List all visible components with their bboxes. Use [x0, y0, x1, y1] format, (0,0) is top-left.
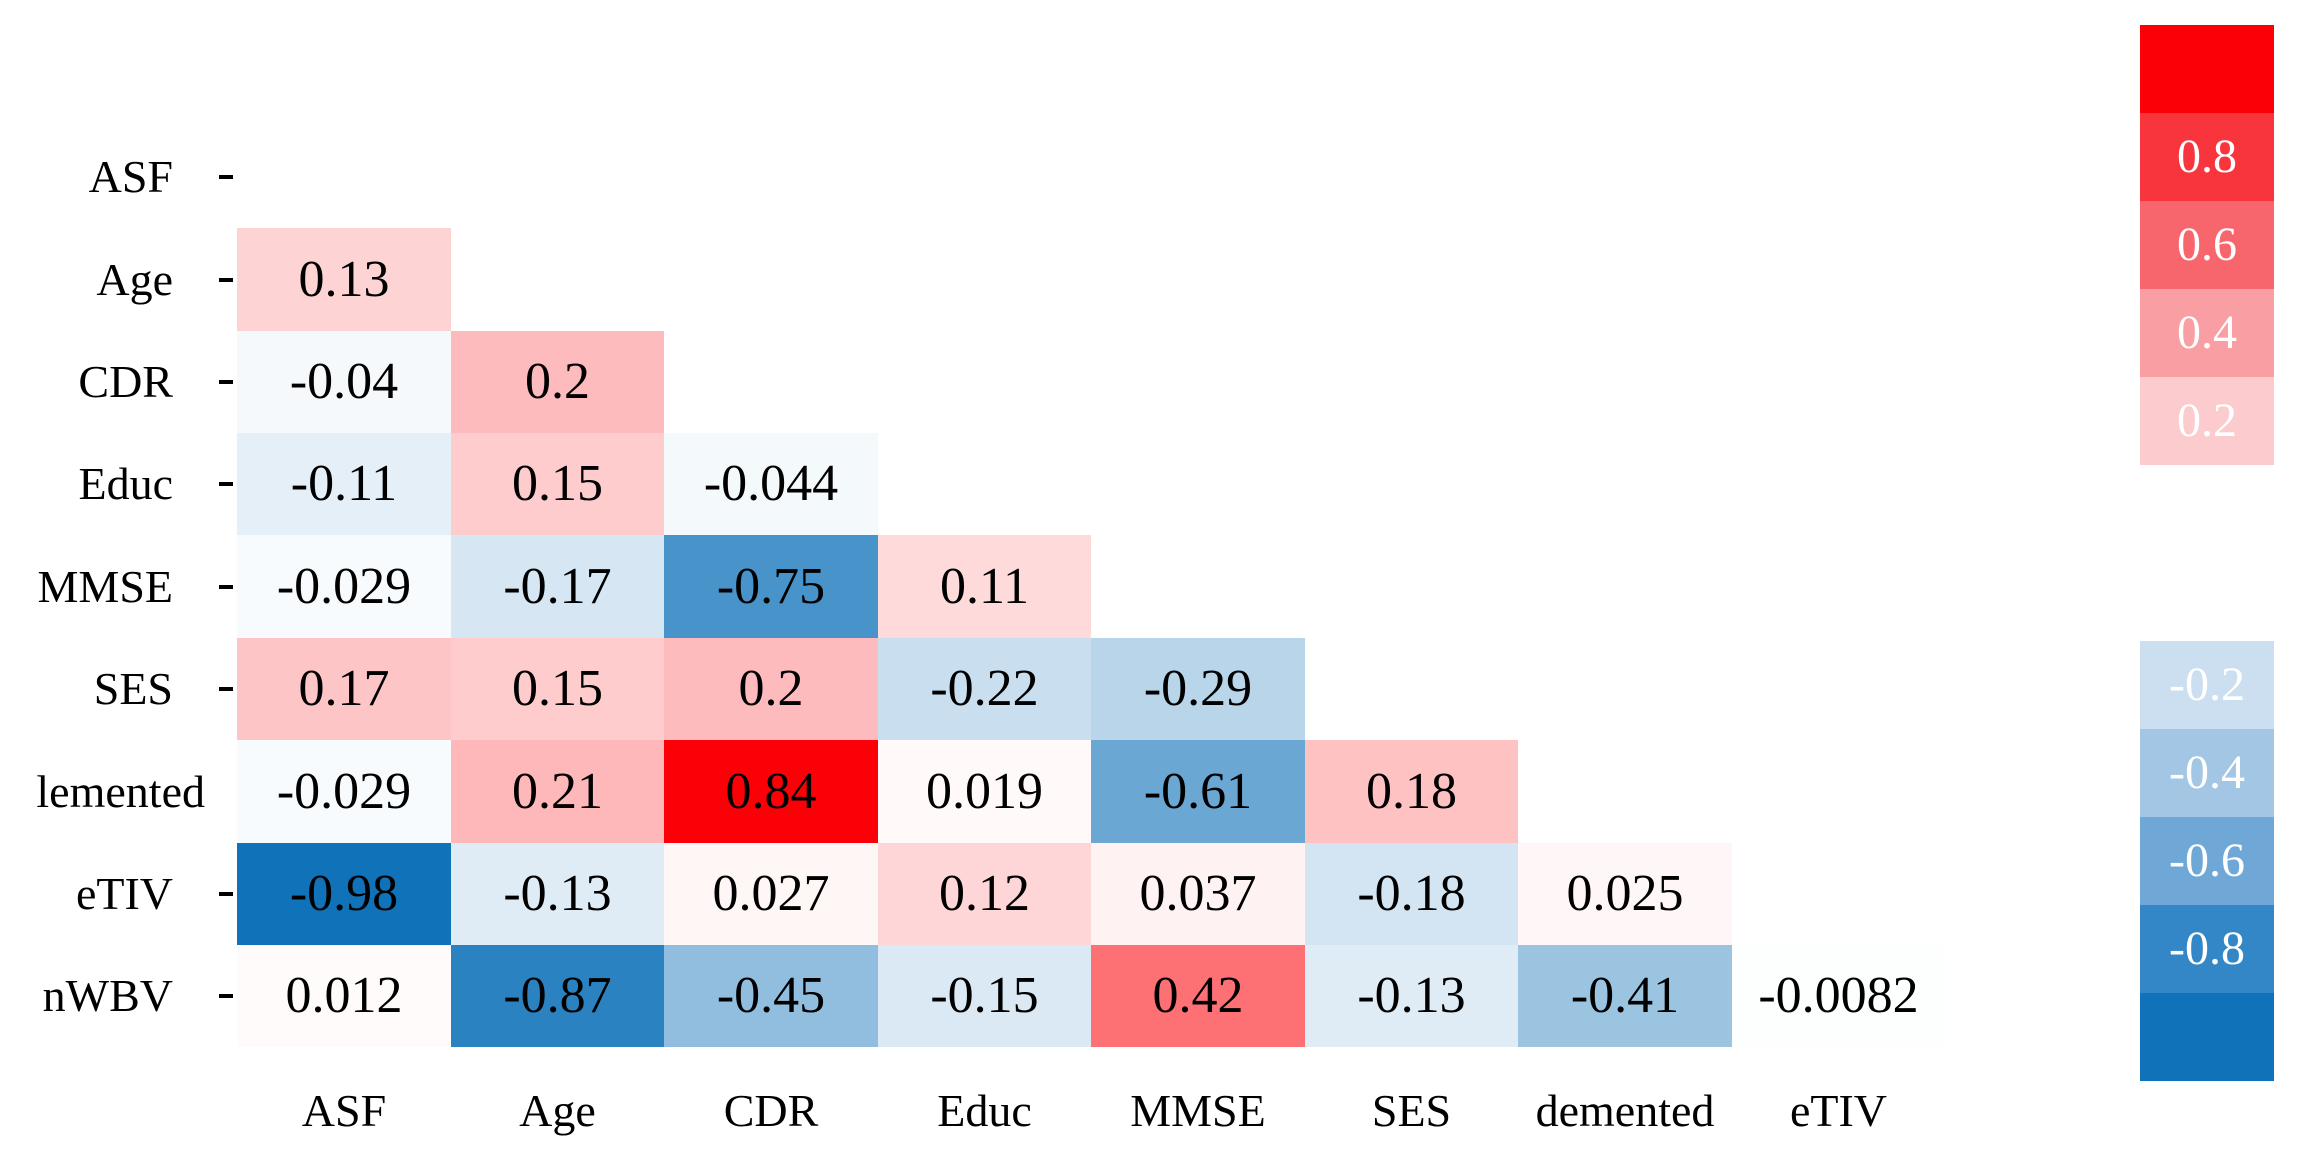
y-tick-nwbv [219, 994, 233, 998]
col-label-etiv: eTIV [1789, 1085, 1888, 1136]
legend-block--0-8: -0.8 [2140, 905, 2274, 993]
cell-educ-age: 0.15 [451, 433, 664, 535]
cell-nwbv-cdr: -0.45 [664, 945, 878, 1047]
cell-lemented-educ: 0.019 [878, 740, 1091, 843]
y-tick-etiv [219, 892, 233, 896]
cell-etiv-educ: 0.12 [878, 843, 1091, 945]
col-label-ses: SES [1371, 1085, 1452, 1136]
y-tick-educ [219, 482, 233, 486]
row-label-mmse: MMSE [37, 560, 173, 612]
cell-etiv-cdr: 0.027 [664, 843, 878, 945]
cell-lemented-mmse: -0.61 [1091, 740, 1305, 843]
cell-educ-asf: -0.11 [237, 433, 451, 535]
col-label-asf: ASF [301, 1085, 387, 1136]
legend-block-0-8: 0.8 [2140, 113, 2274, 201]
cell-nwbv-etiv: -0.0082 [1732, 945, 1945, 1047]
y-tick-asf [219, 175, 233, 179]
cell-nwbv-educ: -0.15 [878, 945, 1091, 1047]
col-label-cdr: CDR [723, 1085, 819, 1136]
legend-block-0-2: 0.2 [2140, 377, 2274, 465]
cell-ses-age: 0.15 [451, 638, 664, 740]
cell-lemented-ses: 0.18 [1305, 740, 1518, 843]
cell-ses-cdr: 0.2 [664, 638, 878, 740]
legend-block--0-4: -0.4 [2140, 729, 2274, 817]
cell-mmse-asf: -0.029 [237, 535, 451, 638]
cell-lemented-asf: -0.029 [237, 740, 451, 843]
y-tick-cdr [219, 380, 233, 384]
cell-nwbv-age: -0.87 [451, 945, 664, 1047]
cell-mmse-age: -0.17 [451, 535, 664, 638]
row-label-etiv: eTIV [75, 868, 173, 919]
col-label-educ: Educ [937, 1085, 1032, 1136]
y-tick-mmse [219, 584, 233, 589]
col-label-age: Age [519, 1085, 596, 1136]
legend-block-0-4: 0.4 [2140, 289, 2274, 377]
cell-nwbv-ses: -0.13 [1305, 945, 1518, 1047]
cell-lemented-cdr: 0.84 [664, 740, 878, 843]
cell-mmse-educ: 0.11 [878, 535, 1091, 638]
cell-nwbv-asf: 0.012 [237, 945, 451, 1047]
cell-ses-mmse: -0.29 [1091, 638, 1305, 740]
row-label-nwbv: nWBV [42, 970, 173, 1021]
col-label-mmse: MMSE [1130, 1085, 1266, 1136]
legend-block-0-6: 0.6 [2140, 201, 2274, 289]
cell-etiv-demented: 0.025 [1518, 843, 1732, 945]
legend-block--0-2: -0.2 [2140, 641, 2274, 729]
legend-block-0 [2140, 25, 2274, 113]
legend-block-5 [2140, 465, 2274, 553]
cell-etiv-age: -0.13 [451, 843, 664, 945]
cell-etiv-mmse: 0.037 [1091, 843, 1305, 945]
cell-etiv-asf: -0.98 [237, 843, 451, 945]
col-label-demented: demented [1535, 1085, 1715, 1136]
y-tick-age [219, 277, 233, 282]
cell-cdr-age: 0.2 [451, 331, 664, 433]
legend-block-6 [2140, 553, 2274, 641]
cell-lemented-age: 0.21 [451, 740, 664, 843]
cell-nwbv-mmse: 0.42 [1091, 945, 1305, 1047]
cell-nwbv-demented: -0.41 [1518, 945, 1732, 1047]
cell-ses-educ: -0.22 [878, 638, 1091, 740]
cell-cdr-asf: -0.04 [237, 331, 451, 433]
cell-ses-asf: 0.17 [237, 638, 451, 740]
y-tick-ses [219, 687, 233, 691]
row-label-ses: SES [93, 663, 173, 714]
row-label-cdr: CDR [78, 356, 173, 407]
row-label-age: Age [96, 253, 173, 305]
legend-block--0-6: -0.6 [2140, 817, 2274, 905]
cell-age-asf: 0.13 [237, 228, 451, 331]
cell-educ-cdr: -0.044 [664, 433, 878, 535]
cell-mmse-cdr: -0.75 [664, 535, 878, 638]
legend-block-11 [2140, 993, 2274, 1081]
row-label-asf: ASF [88, 151, 173, 202]
cell-etiv-ses: -0.18 [1305, 843, 1518, 945]
row-label-lemented: lemented [36, 765, 205, 817]
row-label-educ: Educ [78, 458, 173, 509]
